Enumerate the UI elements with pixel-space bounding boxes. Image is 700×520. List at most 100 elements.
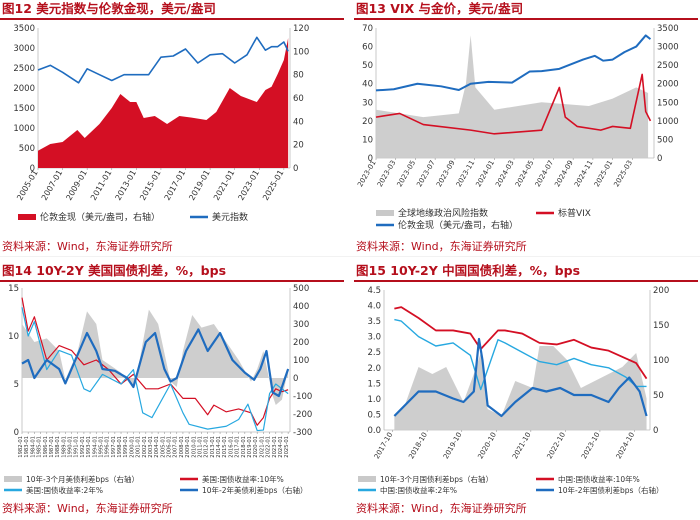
source-note: 资料来源：Wind，东海证券研究所 [2, 502, 173, 515]
legend-swatch-0 [358, 476, 376, 482]
y-left-tick-label: 60 [362, 43, 373, 53]
x-tick-label: 2022-10 [546, 431, 568, 460]
series-3-line [21, 328, 290, 398]
y-right-tick-label: 0 [653, 426, 658, 436]
y-left-tick-label: 5 [14, 380, 19, 390]
y-left-tick-label: 3500 [13, 24, 35, 34]
chart-title: 图15 10Y-2Y 中国国债利差，%，bps [356, 263, 581, 278]
y-right-tick-label: 2500 [657, 61, 679, 71]
y-right-tick-label: 150 [653, 321, 669, 331]
y-right-tick-label: -200 [293, 410, 312, 420]
y-right-tick-label: 60 [293, 94, 304, 104]
series-0-area [394, 346, 647, 430]
series-2-line [375, 34, 652, 92]
x-tick-label: 2023-11 [455, 159, 477, 188]
x-tick-label: 1987-01 [49, 436, 55, 458]
chart-us-spread: 0 5 10 15 -300 -200 -100 0 100 200 300 400 500 1982-0… [4, 284, 312, 495]
x-tick-label: 1991-01 [74, 436, 80, 458]
x-tick-label: 1996-01 [105, 436, 111, 458]
x-tick-label: 2023-05 [396, 159, 418, 188]
title-underline [354, 18, 698, 20]
x-tick-label: 2025-01 [284, 436, 290, 458]
series-1-line [37, 36, 289, 84]
title-underline [0, 280, 344, 282]
y-right-tick-label: 40 [293, 117, 304, 127]
y-right-tick-label: 50 [653, 391, 664, 401]
series-0-area [376, 35, 649, 158]
x-tick-label: 1995-01 [98, 436, 104, 458]
y-right-tick-label: 120 [293, 24, 309, 34]
legend-label-2: 美国:国债收益率:2年% [26, 485, 103, 495]
y-right-tick-label: 0 [293, 164, 298, 174]
x-tick-label: 2024-01 [278, 436, 284, 458]
legend-label-1: 美元指数 [212, 211, 248, 223]
x-tick-label: 1983-01 [24, 436, 30, 458]
x-tick-label: 1984-01 [30, 436, 36, 458]
x-tick-label: 2007-01 [40, 169, 65, 202]
y-right-tick-label: -100 [293, 392, 312, 402]
y-right-tick-label: 1500 [657, 98, 679, 108]
y-left-tick-label: 3000 [13, 44, 35, 54]
y-right-tick-label: 100 [293, 356, 309, 366]
y-right-tick-label: 2000 [657, 80, 679, 90]
y-right-tick-label: -300 [293, 428, 312, 438]
chart-gold-dxy: 0 500 1000 1500 2000 2500 3000 3500 0 20 40 60 80 100… [13, 24, 309, 223]
y-left-tick-label: 20 [362, 117, 373, 127]
x-tick-label: 1986-01 [43, 436, 49, 458]
y-left-tick-label: 3.5 [367, 317, 381, 327]
series-1-line [375, 73, 652, 135]
x-tick-label: 1997-01 [111, 436, 117, 458]
x-tick-label: 2019-01 [187, 169, 212, 202]
chart-panel-gold-dxy: 图12 美元指数与伦敦金现，美元/盎司 0 500 1000 1500 2000 2500… [0, 0, 346, 258]
x-tick-label: 1994-01 [92, 436, 98, 458]
x-tick-label: 2021-10 [511, 431, 533, 460]
x-tick-label: 1989-01 [61, 436, 67, 458]
x-tick-label: 2016-01 [228, 436, 234, 458]
x-tick-label: 1998-01 [117, 436, 123, 458]
x-tick-label: 1982-01 [18, 436, 24, 458]
x-tick-label: 2024-01 [474, 159, 496, 188]
legend-swatch-0 [4, 476, 22, 482]
x-tick-label: 2017-01 [235, 436, 241, 458]
y-right-tick-label: 500 [657, 135, 673, 145]
y-right-tick-label: 300 [293, 320, 309, 330]
y-right-tick-label: 0 [293, 374, 298, 384]
chart-title: 图12 美元指数与伦敦金现，美元/盎司 [2, 1, 216, 16]
x-tick-label: 2024-05 [514, 159, 536, 188]
x-tick-label: 2023-10 [580, 431, 602, 460]
title-underline [0, 18, 344, 20]
legend-label-1: 中国:国债收益率:10年% [558, 474, 640, 484]
y-right-tick-label: 0 [657, 154, 662, 164]
x-tick-label: 2009-01 [185, 436, 191, 458]
legend-label-2: 中国:国债收益率:2年% [380, 485, 457, 495]
series-3-line [393, 337, 648, 418]
series-0-area [22, 309, 289, 405]
y-right-tick-label: 3500 [657, 24, 679, 34]
y-left-tick-label: 10 [362, 135, 373, 145]
chart-title: 图13 VIX 与金价，美元/盎司 [356, 1, 524, 16]
y-right-tick-label: 100 [293, 47, 309, 57]
x-tick-label: 1988-01 [55, 436, 61, 458]
y-left-tick-label: 0.5 [367, 410, 381, 420]
y-left-tick-label: 50 [362, 61, 373, 71]
x-tick-label: 2020-01 [253, 436, 259, 458]
legend-label-2: 伦敦金现（美元/盎司，右轴） [398, 219, 518, 231]
legend-label-0: 全球地缘政治风险指数 [398, 207, 488, 219]
x-tick-label: 2010-01 [191, 436, 197, 458]
x-tick-label: 2023-01 [272, 436, 278, 458]
source-note: 资料来源：Wind，东海证券研究所 [356, 502, 527, 515]
x-tick-label: 1993-01 [86, 436, 92, 458]
y-left-tick-label: 0 [30, 164, 35, 174]
chart-panel-us-spread: 图14 10Y-2Y 美国国债利差，%，bps 0 5 10 15 -300 -200 -1… [0, 262, 346, 520]
x-tick-label: 2008-01 [179, 436, 185, 458]
x-tick-label: 2011-01 [197, 436, 203, 458]
x-tick-label: 1999-01 [123, 436, 129, 458]
source-note: 资料来源：Wind，东海证券研究所 [2, 240, 173, 253]
x-tick-label: 2019-01 [247, 436, 253, 458]
x-tick-label: 2012-01 [204, 436, 210, 458]
x-tick-label: 2003-01 [148, 436, 154, 458]
legend-label-0: 伦敦金现（美元/盎司，右轴） [40, 211, 160, 223]
x-tick-label: 2021-01 [212, 169, 237, 202]
source-note: 资料来源：Wind，东海证券研究所 [356, 240, 527, 253]
y-right-tick-label: 20 [293, 141, 304, 151]
